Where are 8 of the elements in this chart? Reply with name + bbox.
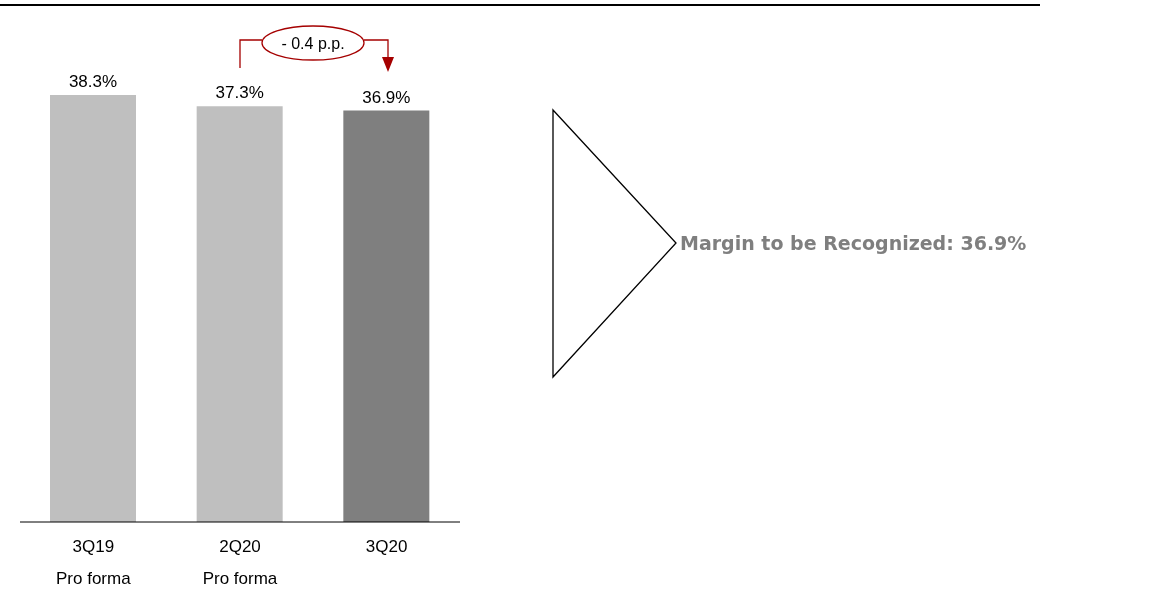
text: Margin to be Recognized: 36.9% bbox=[680, 232, 1027, 254]
x-tick-label: 2Q20 Pro forma bbox=[202, 537, 278, 588]
data-label: 38.3% bbox=[68, 72, 118, 91]
data-label: 37.3% bbox=[215, 83, 264, 103]
text: - 0.4 p.p. bbox=[281, 35, 345, 52]
data-label: 36.9% bbox=[362, 87, 411, 107]
x-tick-label: 3Q20 bbox=[365, 537, 408, 556]
x-tick-label: 3Q19 Pro forma bbox=[56, 537, 132, 588]
